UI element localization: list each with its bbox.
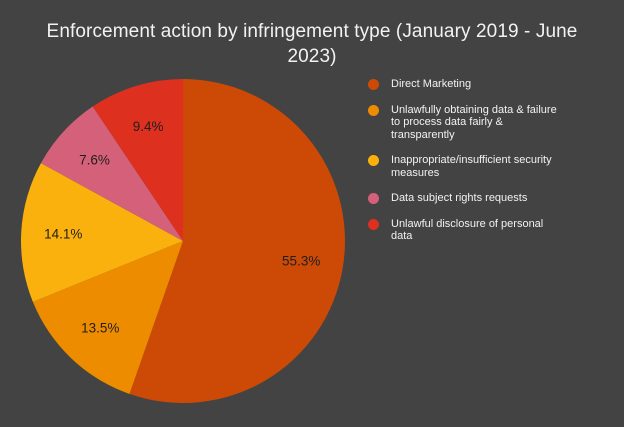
pie-slice-2 bbox=[20, 163, 183, 302]
legend-item-label: Unlawful disclosure of personal data bbox=[391, 217, 544, 243]
legend-item-2: Inappropriate/insufficient security measu… bbox=[368, 154, 612, 179]
pie-slice-label-3: 7.6% bbox=[79, 153, 110, 168]
pie-slice-label-1: 13.5% bbox=[81, 320, 119, 335]
legend-swatch-icon bbox=[368, 193, 379, 204]
legend-item-3: Data subject rights requests bbox=[368, 192, 612, 205]
legend-swatch-icon bbox=[368, 79, 379, 90]
chart-title: Enforcement action by infringement type … bbox=[46, 21, 578, 67]
pie-slice-1 bbox=[32, 241, 184, 394]
pie-slice-label-0: 55.3% bbox=[282, 254, 320, 269]
legend-item-label: Data subject rights requests bbox=[391, 192, 528, 204]
legend-item-label: Inappropriate/insufficient security measu… bbox=[391, 154, 552, 179]
legend-item-label: Direct Marketing bbox=[391, 78, 472, 90]
pie-slice-0 bbox=[129, 79, 345, 403]
legend-item-label: Unlawfully obtaining data & failure to pr… bbox=[391, 103, 557, 141]
pie-slice-label-4: 9.4% bbox=[133, 119, 164, 134]
legend-swatch-icon bbox=[368, 104, 379, 116]
legend-item-0: Direct Marketing bbox=[368, 78, 612, 91]
legend-swatch-icon bbox=[368, 155, 379, 166]
legend-item-1: Unlawfully obtaining data & failure to pr… bbox=[368, 104, 612, 142]
legend-item-4: Unlawful disclosure of personal data bbox=[368, 218, 612, 243]
pie-slice-label-2: 14.1% bbox=[44, 227, 82, 242]
pie-slice-4 bbox=[92, 79, 183, 241]
legend-swatch-icon bbox=[368, 218, 379, 230]
pie-slice-3 bbox=[40, 106, 184, 241]
legend: Direct Marketing Unlawfully obtaining dat… bbox=[368, 78, 612, 243]
